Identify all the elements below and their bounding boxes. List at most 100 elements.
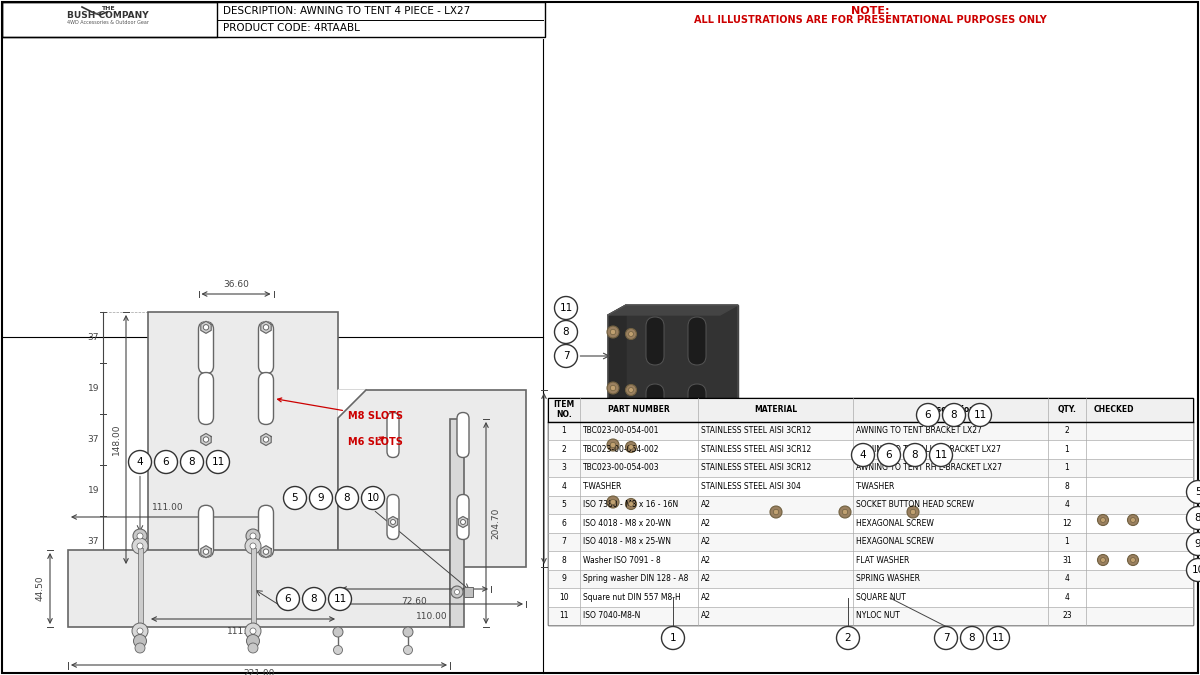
Text: Washer ISO 7091 - 8: Washer ISO 7091 - 8 xyxy=(583,556,661,565)
Bar xyxy=(548,607,1193,625)
Text: A2: A2 xyxy=(701,500,710,509)
Circle shape xyxy=(390,520,396,524)
Bar xyxy=(2,2,217,37)
Circle shape xyxy=(461,520,466,524)
Text: CHECKED: CHECKED xyxy=(1093,405,1134,414)
Bar xyxy=(450,419,464,627)
Text: 11: 11 xyxy=(559,612,569,620)
Bar xyxy=(2,2,545,37)
Circle shape xyxy=(203,437,209,442)
Circle shape xyxy=(877,443,900,466)
Text: A2: A2 xyxy=(701,593,710,601)
Text: FLAT WASHER: FLAT WASHER xyxy=(856,556,910,565)
Circle shape xyxy=(134,643,145,653)
Text: 8: 8 xyxy=(311,594,317,604)
Text: 7: 7 xyxy=(943,633,949,643)
Circle shape xyxy=(1100,558,1105,562)
Text: 8: 8 xyxy=(188,457,196,467)
Text: 11: 11 xyxy=(559,303,572,313)
Text: BUSH COMPANY: BUSH COMPANY xyxy=(67,11,149,20)
Circle shape xyxy=(1100,518,1105,522)
Polygon shape xyxy=(1038,522,1052,570)
Circle shape xyxy=(451,586,463,598)
Circle shape xyxy=(611,329,616,335)
Text: DESCRIPTION: AWNING TO TENT 4 PIECE - LX27: DESCRIPTION: AWNING TO TENT 4 PIECE - LX… xyxy=(223,6,470,16)
Circle shape xyxy=(250,533,256,539)
Text: 8: 8 xyxy=(968,633,976,643)
Text: T-WASHER: T-WASHER xyxy=(856,482,895,491)
Circle shape xyxy=(245,538,262,554)
Text: 2: 2 xyxy=(845,633,851,643)
Text: 36.60: 36.60 xyxy=(223,280,248,289)
Bar xyxy=(548,570,1193,588)
Circle shape xyxy=(180,450,204,473)
Circle shape xyxy=(930,443,953,466)
Text: 11: 11 xyxy=(991,633,1004,643)
Text: 1: 1 xyxy=(1064,537,1069,546)
Circle shape xyxy=(968,404,991,427)
Bar xyxy=(548,458,1193,477)
Circle shape xyxy=(917,404,940,427)
Circle shape xyxy=(842,510,847,515)
Circle shape xyxy=(403,627,413,637)
FancyBboxPatch shape xyxy=(258,373,274,425)
Circle shape xyxy=(1098,554,1109,566)
Text: A2: A2 xyxy=(701,612,710,620)
Text: 7: 7 xyxy=(563,351,569,361)
Circle shape xyxy=(246,634,259,647)
Circle shape xyxy=(904,443,926,466)
Circle shape xyxy=(137,628,143,634)
Circle shape xyxy=(607,382,619,394)
FancyBboxPatch shape xyxy=(688,317,706,365)
Text: 148.00: 148.00 xyxy=(112,424,121,455)
Circle shape xyxy=(839,506,851,518)
FancyBboxPatch shape xyxy=(198,373,214,425)
Text: 4: 4 xyxy=(1064,593,1069,601)
Circle shape xyxy=(907,506,919,518)
Circle shape xyxy=(250,543,256,549)
Text: 19: 19 xyxy=(88,384,98,393)
FancyBboxPatch shape xyxy=(688,452,706,500)
Text: 10: 10 xyxy=(559,593,569,601)
Circle shape xyxy=(1187,506,1200,529)
Circle shape xyxy=(132,623,148,639)
FancyBboxPatch shape xyxy=(198,322,214,374)
Text: 6: 6 xyxy=(925,410,931,420)
Text: AWNING TO TENT LH L-BRACKET LX27: AWNING TO TENT LH L-BRACKET LX27 xyxy=(856,445,1001,454)
Text: TBC023-00-054-001: TBC023-00-054-001 xyxy=(583,426,660,435)
Circle shape xyxy=(310,487,332,510)
Text: 6: 6 xyxy=(562,519,566,528)
Polygon shape xyxy=(200,321,211,333)
Circle shape xyxy=(986,626,1009,649)
Circle shape xyxy=(607,439,619,451)
Text: AWNING TO TENT RH L-BRACKET LX27: AWNING TO TENT RH L-BRACKET LX27 xyxy=(856,463,1002,472)
Bar xyxy=(548,440,1193,458)
Text: HEXAGONAL SCREW: HEXAGONAL SCREW xyxy=(856,537,934,546)
Text: 221.00: 221.00 xyxy=(244,669,275,675)
Circle shape xyxy=(1130,558,1135,562)
Circle shape xyxy=(629,331,634,336)
Text: 72.60: 72.60 xyxy=(402,597,427,606)
Polygon shape xyxy=(918,522,932,570)
Text: 31: 31 xyxy=(1062,556,1072,565)
FancyBboxPatch shape xyxy=(258,322,274,374)
Text: 11: 11 xyxy=(211,457,224,467)
Text: 8: 8 xyxy=(1195,513,1200,523)
Text: Description: Description xyxy=(925,405,976,414)
Text: Spring washer DIN 128 - A8: Spring washer DIN 128 - A8 xyxy=(583,574,689,583)
Text: THE: THE xyxy=(101,7,115,11)
Bar xyxy=(548,588,1193,607)
Text: 8: 8 xyxy=(1064,482,1069,491)
Text: 2: 2 xyxy=(1064,426,1069,435)
Text: 111.00: 111.00 xyxy=(152,503,184,512)
Text: 8: 8 xyxy=(912,450,918,460)
Circle shape xyxy=(276,587,300,610)
Text: PART NUMBER: PART NUMBER xyxy=(608,405,670,414)
Text: 44.50: 44.50 xyxy=(36,576,46,601)
Bar xyxy=(548,398,1193,625)
Text: 9: 9 xyxy=(318,493,324,503)
Circle shape xyxy=(263,437,269,442)
Circle shape xyxy=(263,549,269,554)
Text: 11: 11 xyxy=(973,410,986,420)
Text: 11: 11 xyxy=(334,594,347,604)
